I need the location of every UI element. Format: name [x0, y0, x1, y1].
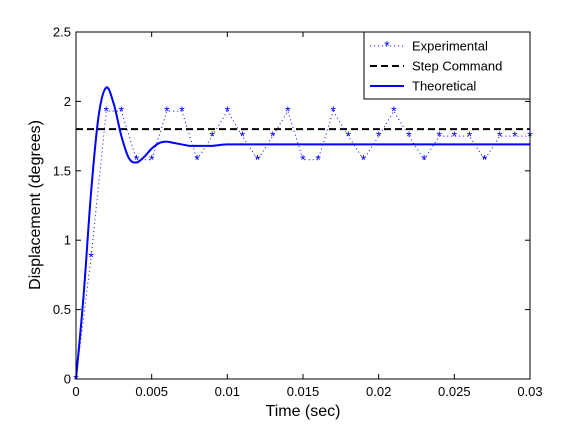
experimental-point: *: [421, 152, 427, 168]
series-theoretical-line: [75, 86, 530, 380]
experimental-point: *: [300, 152, 306, 168]
experimental-point: *: [436, 128, 442, 144]
y-tick-label: 1: [64, 233, 71, 248]
series-layer: *******************************: [73, 86, 533, 387]
experimental-point: *: [88, 249, 94, 265]
experimental-point: *: [361, 152, 367, 168]
experimental-point: *: [225, 103, 231, 119]
x-axis-title: Time (sec): [266, 403, 341, 420]
x-tick-label: 0.02: [366, 384, 391, 399]
y-tick-label: 0: [64, 372, 71, 387]
y-tick-label: 1.5: [53, 163, 71, 178]
x-tick-label: 0.005: [135, 384, 168, 399]
y-tick-label: 0.5: [53, 302, 71, 317]
experimental-point: *: [194, 152, 200, 168]
legend-label-step-command: Step Command: [412, 59, 502, 74]
x-tick-label: 0: [72, 384, 79, 399]
experimental-point: *: [391, 103, 397, 119]
x-tick-label: 0.025: [438, 384, 471, 399]
x-tick-label: 0.015: [287, 384, 320, 399]
experimental-point: *: [134, 152, 140, 168]
experimental-point: *: [512, 128, 518, 144]
experimental-point: *: [209, 128, 215, 144]
legend-label-theoretical: Theoretical: [412, 79, 476, 94]
axes-layer: 0 0.005 0.01 0.015 0.02 0.025 0.03 0 0.5 1 1.5 2 2.5: [53, 25, 543, 400]
experimental-point: *: [164, 103, 170, 119]
experimental-point: *: [285, 103, 291, 119]
legend-box: [363, 31, 531, 100]
experimental-point: *: [104, 103, 110, 119]
experimental-point: *: [149, 152, 155, 168]
experimental-point: *: [346, 128, 352, 144]
experimental-point: *: [255, 152, 261, 168]
y-tick-label: 2: [64, 94, 71, 109]
experimental-point: *: [331, 103, 337, 119]
x-tick-label: 0.01: [215, 384, 240, 399]
experimental-point: *: [452, 128, 458, 144]
experimental-point: *: [119, 103, 125, 119]
y-tick-label: 2.5: [53, 25, 71, 40]
experimental-point: *: [270, 128, 276, 144]
x-tick-label: 0.03: [517, 384, 542, 399]
experimental-point: *: [467, 128, 473, 144]
legend-experimental-marker: *: [384, 38, 390, 54]
experimental-point: *: [482, 152, 488, 168]
y-axis-title: Displacement (degrees): [27, 120, 44, 290]
legend: * Experimental Step Command Theoretical: [363, 31, 531, 100]
experimental-point: *: [240, 128, 246, 144]
experimental-point: *: [376, 128, 382, 144]
legend-label-experimental: Experimental: [412, 39, 488, 54]
experimental-point: *: [406, 128, 412, 144]
experimental-point: *: [497, 128, 503, 144]
experimental-point: *: [315, 152, 321, 168]
experimental-point: *: [179, 103, 185, 119]
